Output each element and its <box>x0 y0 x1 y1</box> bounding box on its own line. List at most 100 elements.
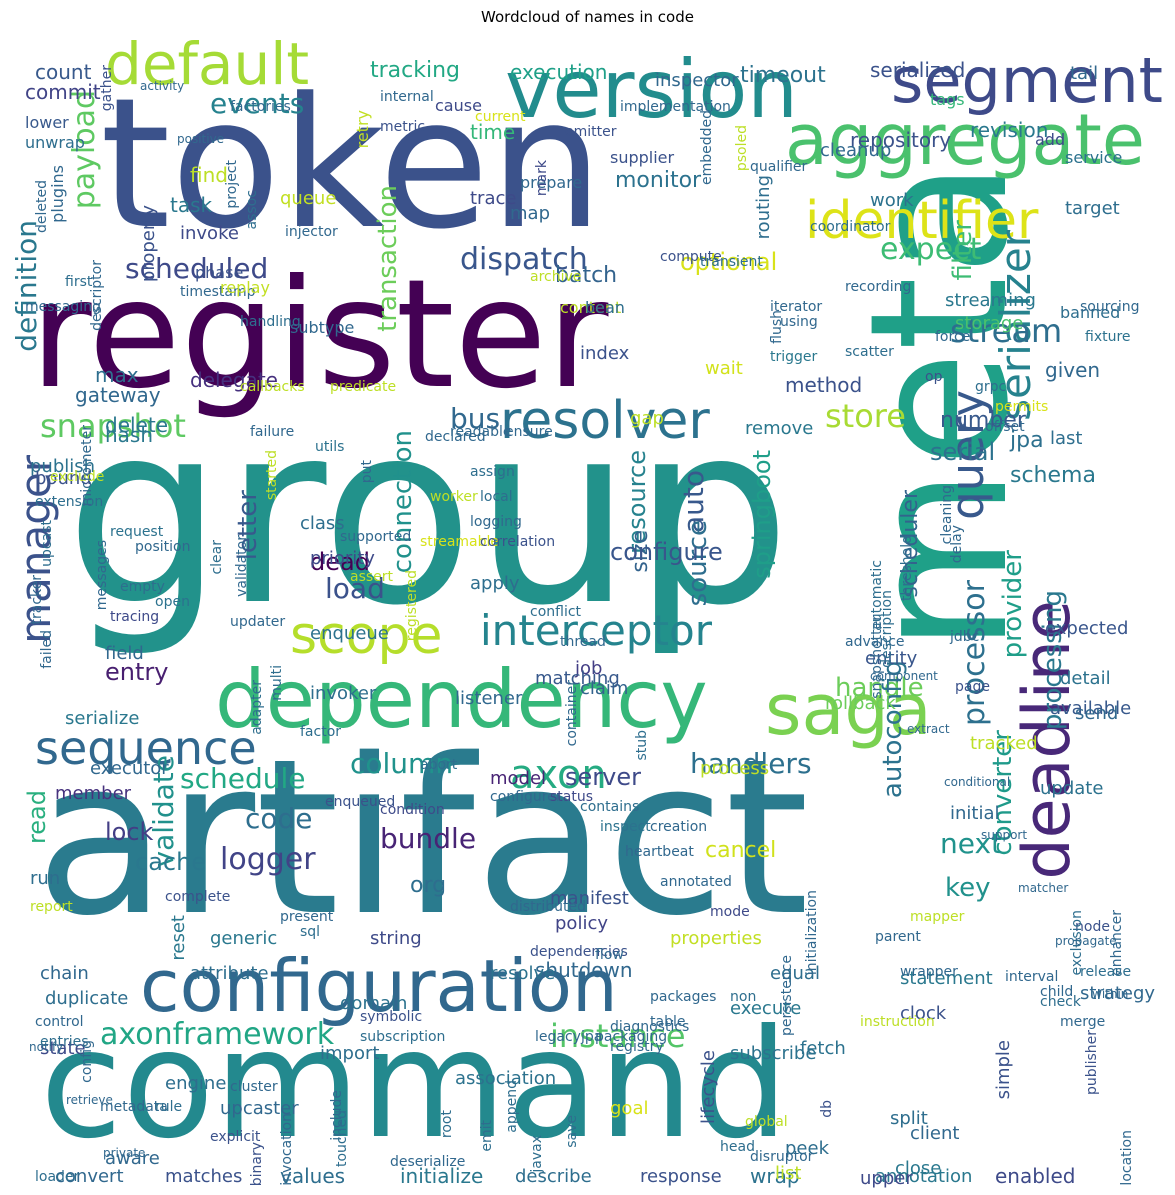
word-describe: describe <box>515 1166 592 1187</box>
word-upcast: upcast <box>39 520 55 567</box>
word-descriptor: descriptor <box>89 260 105 331</box>
word-claim: claim <box>580 678 629 699</box>
word-batch: batch <box>555 263 618 288</box>
word-within: within <box>1092 987 1129 1001</box>
word-expected: expected <box>1045 618 1129 639</box>
word-non: non <box>730 989 757 1005</box>
word-table: table <box>650 1014 686 1030</box>
word-remove: remove <box>745 418 814 439</box>
word-priority: priority <box>310 548 375 569</box>
word-enqueued: enqueued <box>325 794 396 810</box>
word-storage: storage <box>955 313 1024 334</box>
word-resolver: resolver <box>500 391 710 451</box>
word-assign: assign <box>470 464 515 480</box>
word-thread: thread <box>560 634 606 650</box>
word-plugins: plugins <box>48 165 67 223</box>
word-execution: execution <box>510 60 608 84</box>
word-optional: optional <box>680 248 778 276</box>
word-dependencies: dependencies <box>530 944 628 960</box>
word-target: target <box>1065 198 1120 219</box>
word-sql: sql <box>300 924 321 940</box>
word-repository: repository <box>850 128 952 152</box>
word-logger: logger <box>220 842 316 877</box>
word-child: child <box>1040 984 1074 1000</box>
word-messages: messages <box>94 540 110 611</box>
word-code: code <box>245 802 313 835</box>
word-extension: extension <box>35 494 104 510</box>
word-tracing: tracing <box>110 609 160 625</box>
word-artifact: artifact <box>35 712 810 963</box>
word-handle: handle <box>835 673 924 703</box>
word-embedded: embedded <box>699 110 715 186</box>
word-dependency: dependency <box>215 653 708 746</box>
word-version: version <box>505 43 799 136</box>
word-advance: advance <box>845 634 905 650</box>
word-index: index <box>580 343 630 364</box>
word-bundle: bundle <box>380 822 477 855</box>
word-server: server <box>565 763 641 791</box>
word-lifecycle: lifecycle <box>698 1050 719 1124</box>
word-deleted: deleted <box>34 180 50 233</box>
word-complete: complete <box>165 889 231 905</box>
word-enabled: enabled <box>995 1164 1076 1188</box>
word-control: control <box>35 1014 84 1030</box>
word-commit: commit <box>25 80 101 104</box>
word-model: model <box>490 768 547 789</box>
word-failure: failure <box>250 424 295 440</box>
word-psoled: psoled <box>734 125 750 172</box>
word-bound: bound <box>35 468 92 489</box>
word-fixture: fixture <box>1085 329 1131 345</box>
word-qualifier: qualifier <box>750 159 808 175</box>
word-peek: peek <box>785 1138 829 1159</box>
word-db: db <box>819 1100 835 1118</box>
word-engine: engine <box>165 1073 227 1094</box>
word-empty: empty <box>120 579 165 595</box>
word-gap: gap <box>630 408 664 429</box>
word-wrap: wrap <box>750 1164 800 1188</box>
word-tracked: tracked <box>970 733 1038 754</box>
word-saga: saga <box>765 669 932 751</box>
word-fetch: fetch <box>800 1038 846 1059</box>
word-diagnostics: diagnostics <box>610 1019 690 1035</box>
word-apply: apply <box>470 573 520 594</box>
word-aware: aware <box>105 1148 160 1169</box>
word-monitor: monitor <box>615 168 702 193</box>
word-dispatch: dispatch <box>460 242 588 277</box>
word-convert: convert <box>55 1166 124 1187</box>
word-entity: entity <box>865 648 918 669</box>
word-compute: compute <box>660 249 722 265</box>
word-container: container <box>564 680 580 747</box>
word-gather: gather <box>99 65 115 112</box>
word-offset: offset <box>985 419 1025 435</box>
word-method: method <box>785 373 863 397</box>
word-generic: generic <box>210 928 278 949</box>
word-deserialize: deserialize <box>390 1154 466 1170</box>
word-loader: loader <box>35 1169 80 1185</box>
word-split: split <box>890 1108 928 1129</box>
word-exclude: exclude <box>50 469 105 485</box>
word-equal: equal <box>770 963 820 984</box>
word-axon: axon <box>510 752 607 798</box>
word-routing: routing <box>753 175 774 240</box>
word-binary: binary <box>249 1141 265 1186</box>
word-packages: packages <box>650 989 717 1005</box>
word-archive: archive <box>530 269 582 285</box>
word-propagate: propagate <box>1055 934 1117 948</box>
word-registered: registered <box>404 570 420 642</box>
word-subscribe: subscribe <box>730 1043 817 1064</box>
word-number: number <box>940 408 1026 433</box>
word-stream: stream <box>950 312 1063 350</box>
word-bean: bean <box>585 298 625 317</box>
word-annotation: annotation <box>875 1166 973 1187</box>
word-process: process <box>700 758 770 779</box>
word-contains: contains <box>580 799 640 815</box>
word-first: first <box>65 274 93 290</box>
word-shutdown: shutdown <box>535 958 633 982</box>
word-serialized: serialized <box>870 58 966 82</box>
word-metric: metric <box>380 119 426 135</box>
word-map: map <box>510 203 550 224</box>
word-expect: expect <box>880 232 982 267</box>
word-delay: delay <box>949 525 965 564</box>
word-root: root <box>439 1110 455 1139</box>
word-group: group <box>65 369 792 660</box>
